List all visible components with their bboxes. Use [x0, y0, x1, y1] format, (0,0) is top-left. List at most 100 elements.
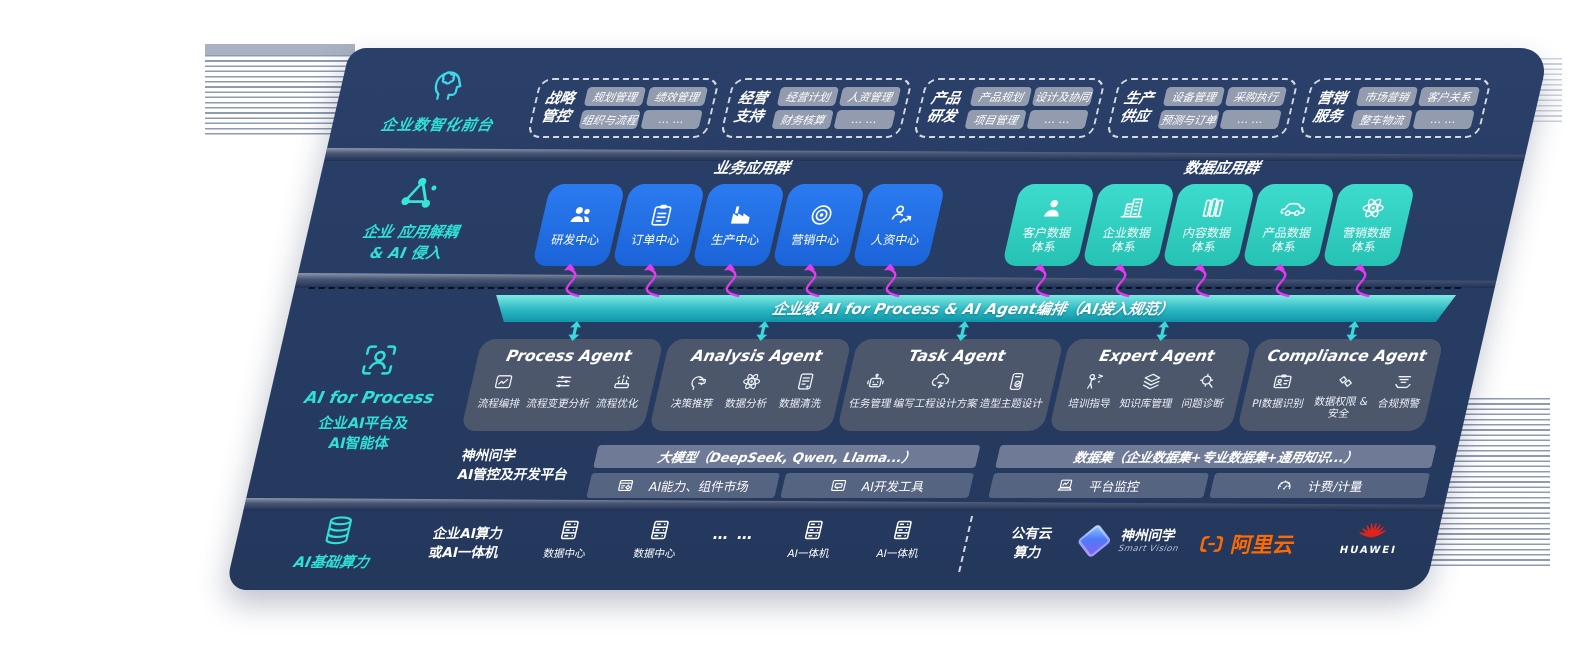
target-icon [805, 202, 837, 228]
agent-item: 造型主题设计 [978, 371, 1050, 411]
knowledge-layers-icon [1138, 371, 1164, 392]
agent-item-label: 编写工程设计方案 [892, 398, 979, 410]
ai-intrusion-arrows [563, 263, 1370, 298]
huawei-flower-icon [1356, 516, 1389, 543]
business-group-title: 业务应用群 [712, 159, 792, 177]
front-tag: 客户关系 [1417, 87, 1481, 106]
alibaba-cloud-bracket-icon [1194, 530, 1228, 558]
front-group-product: 产品研发 产品规划 设计及协同 项目管理 … … [912, 78, 1107, 138]
datasets-bar: 数据集（企业数据集+专业数据集+通用知识...） [995, 445, 1437, 468]
front-tag: 经营计划 [776, 87, 840, 106]
sliders-icon [550, 371, 576, 392]
updown-arrow-icon [952, 321, 973, 341]
agent-item-label: 合规预警 [1376, 398, 1422, 410]
enterprise-building-icon [1117, 195, 1149, 221]
cell-billing: 计费/计量 [1209, 473, 1431, 498]
agent-item-label: 造型主题设计 [978, 398, 1045, 410]
data-group-title: 数据应用群 [1182, 159, 1262, 177]
updown-arrow-icon [564, 321, 585, 341]
agent-item: 数据清洗 [777, 371, 828, 411]
cell-platform-monitor: 平台监控 [988, 473, 1210, 498]
atom-icon [738, 371, 764, 392]
updown-arrow-icon [1342, 321, 1363, 341]
server-icon [555, 518, 585, 542]
gauge-icon [1275, 477, 1296, 494]
front-group-name: 生产供应 [1118, 90, 1156, 125]
agent-item: 流程变更分析 [525, 371, 597, 411]
smart-vision-diamond-icon [1076, 523, 1112, 559]
card-label: 营销数据体系 [1341, 226, 1393, 254]
front-tag: 项目管理 [964, 110, 1027, 129]
cloud-divider [958, 516, 974, 572]
ai-layer-subtitle: 企业AI平台及 AI智能体 [266, 414, 455, 455]
server-icon [888, 518, 918, 542]
agent-item-label: 流程优化 [594, 398, 640, 410]
ai-subtitle-line1: 企业AI平台及 [316, 416, 410, 432]
agent-title: Expert Agent [1097, 347, 1217, 365]
agent-item: 知识库管理 [1118, 371, 1180, 411]
agent-title: Analysis Agent [689, 347, 825, 365]
front-group-name: 产品研发 [925, 90, 963, 125]
node-ai-appliance-2: AI一体机 [864, 518, 938, 561]
ai-subtitle-line2: AI智能体 [326, 436, 391, 453]
cell-label: 计费/计量 [1306, 479, 1365, 494]
agent-item-label: 数据权限 & 安全 [1312, 396, 1370, 421]
agent-box-process: Process Agent 流程编排 流程变更分析 流程优化 [460, 339, 664, 431]
agent-item: 任务管理 [848, 371, 899, 411]
order-clipboard-icon [645, 202, 677, 228]
agent-item: 编写工程设计方案 [892, 371, 985, 411]
agent-title: Task Agent [906, 347, 1008, 365]
alibaba-cloud-logo: 阿里云 [1194, 529, 1298, 559]
robot-icon [862, 371, 888, 392]
front-tag-more: … … [640, 110, 703, 129]
node-label: AI一体机 [875, 548, 920, 560]
updown-arrow-icon [1152, 321, 1173, 341]
hr-person-icon [885, 202, 917, 228]
agent-item-label: 决策推荐 [669, 398, 715, 410]
card-label: 客户数据体系 [1021, 226, 1073, 254]
digital-brain-icon [421, 62, 473, 104]
agent-item: 培训指导 [1067, 371, 1118, 411]
agent-item: 数据分析 [723, 371, 774, 411]
platform-label: 神州问学 AI管控及开发平台 [455, 447, 604, 485]
more-nodes-ellipsis: … … [711, 525, 757, 543]
cell-label: AI开发工具 [860, 479, 926, 494]
front-tag-more: … … [1026, 110, 1089, 129]
design-check-icon [1003, 371, 1029, 392]
card-label: 订单中心 [629, 233, 681, 248]
server-icon [645, 518, 675, 542]
cell-dev-tools: AI开发工具 [780, 473, 975, 498]
card-label: 营销中心 [789, 233, 841, 248]
agent-title: Process Agent [504, 347, 634, 365]
agent-box-analysis: Analysis Agent 决策推荐 数据分析 数据清洗 [648, 339, 852, 431]
front-tag: 绩效管理 [645, 87, 709, 106]
front-office-groups: 战略管控 规划管理 绩效管理 组织与流程 … … 经营支持 经营计划 人资管理 … [526, 78, 1493, 138]
agent-item-label: 知识库管理 [1118, 398, 1174, 410]
agent-item: 合规预警 [1376, 371, 1427, 411]
front-group-name: 营销服务 [1311, 90, 1349, 125]
cloud-draft-icon [928, 371, 954, 392]
compute-label-line1: 企业AI算力 [431, 526, 505, 542]
node-ai-appliance-1: AI一体机 [775, 518, 849, 561]
smart-vision-logo: 神州问学 Smart Vision [1076, 523, 1184, 559]
models-bar: 大模型（DeepSeek, Qwen, Llama...） [593, 445, 981, 468]
front-tag: 采购执行 [1224, 87, 1288, 106]
front-tag-more: … … [1412, 110, 1475, 129]
node-label: 数据中心 [631, 548, 677, 560]
card-label: 人资中心 [869, 233, 921, 248]
cell-label: 平台监控 [1087, 479, 1142, 494]
front-group-marketing: 营销服务 市场营销 客户关系 整车物流 … … [1298, 78, 1493, 138]
marketing-atom-icon [1357, 195, 1389, 221]
layer-divider [243, 498, 1446, 511]
huawei-name: HUAWEI [1338, 545, 1398, 556]
front-office-label: 企业数智化前台 [379, 116, 496, 134]
front-tag: 设备管理 [1162, 87, 1226, 106]
platform-grid: 大模型（DeepSeek, Qwen, Llama...） AI能力、组件市场 … [586, 445, 1437, 498]
agent-item: PI数据识别 [1250, 371, 1311, 411]
front-group-supply: 生产供应 设备管理 采购执行 预测与订单 … … [1105, 78, 1300, 138]
front-group-strategy: 战略管控 规划管理 绩效管理 组织与流程 … … [526, 78, 721, 138]
agent-item-label: 流程编排 [476, 398, 522, 410]
server-icon [799, 518, 829, 542]
agent-box-expert: Expert Agent 培训指导 知识库管理 问题诊断 [1048, 339, 1252, 431]
